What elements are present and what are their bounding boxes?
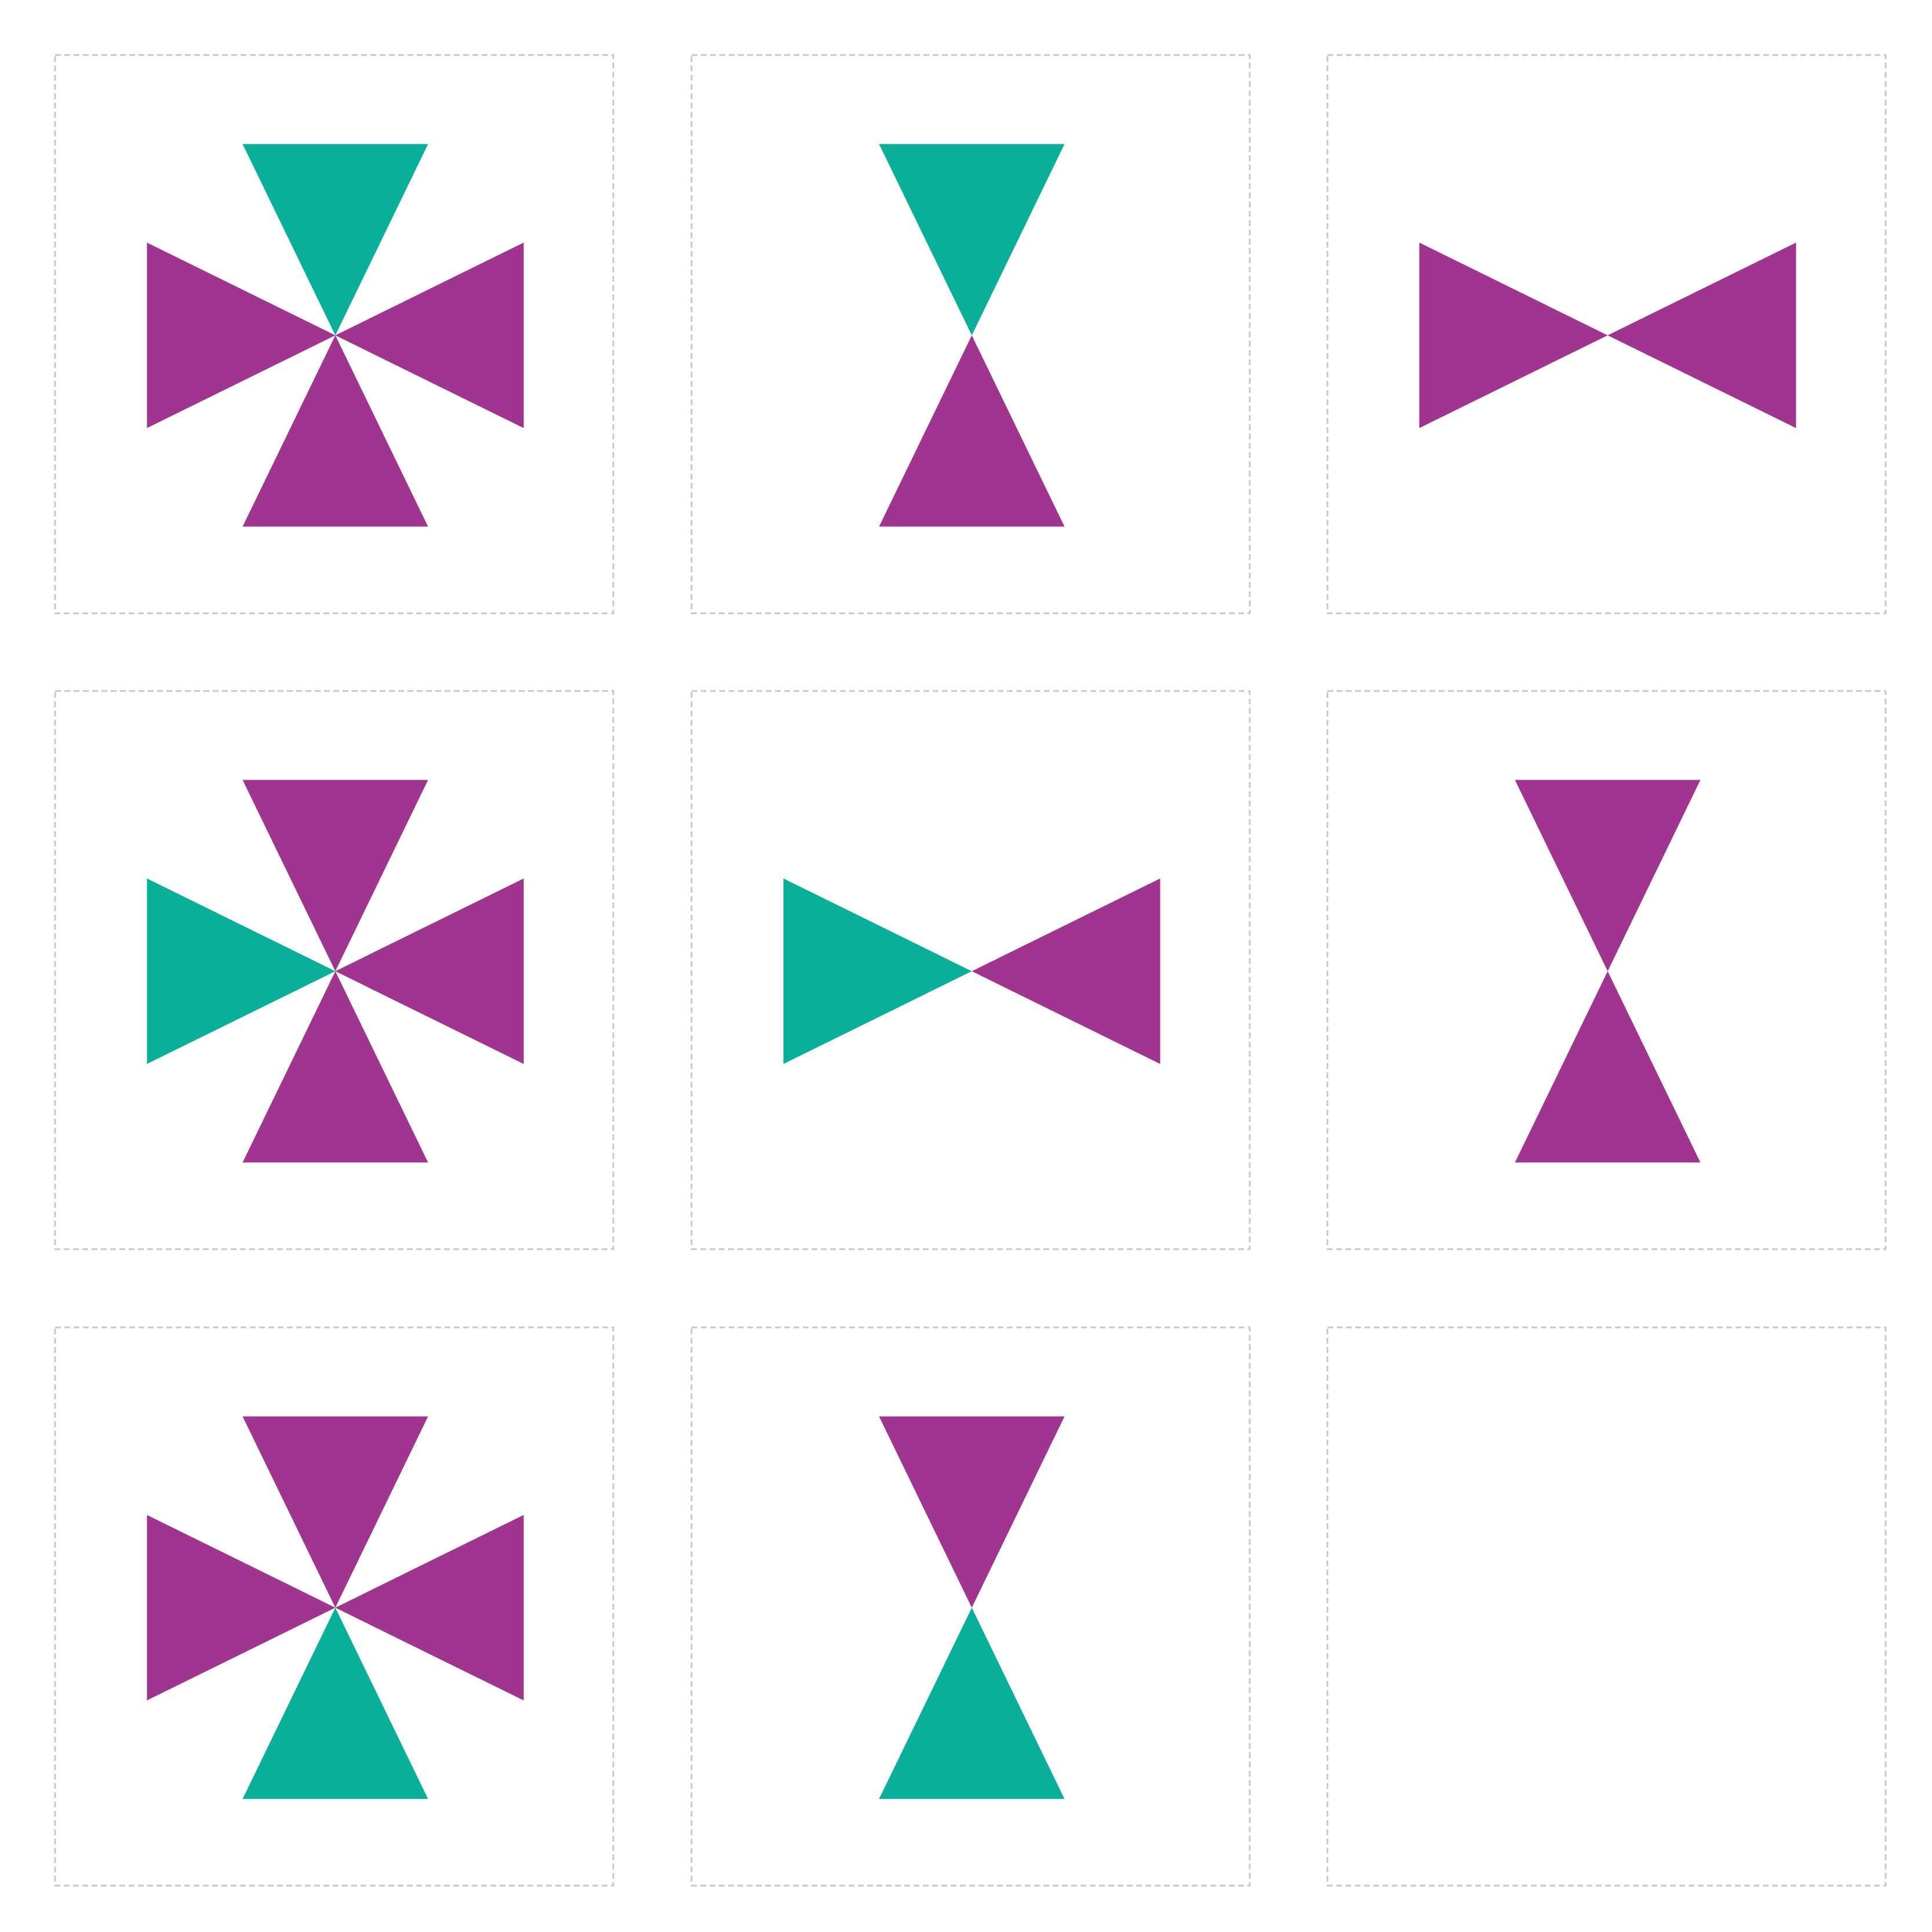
top-triangle-teal	[879, 144, 1065, 336]
puzzle-cell-r1c1	[54, 54, 614, 614]
right-triangle-purple	[1607, 242, 1796, 428]
bottom-triangle-purple	[242, 971, 428, 1163]
cell-frame	[54, 690, 614, 1250]
right-triangle-purple	[335, 1515, 524, 1701]
bottom-triangle-purple	[242, 335, 428, 527]
puzzle-cell-r2c1	[54, 690, 614, 1250]
left-triangle-teal	[783, 878, 972, 1064]
bottom-triangle-teal	[879, 1607, 1065, 1799]
cell-frame	[1326, 690, 1887, 1250]
left-triangle-teal	[147, 878, 336, 1064]
puzzle-cell-r1c2	[690, 54, 1251, 614]
cell-frame	[54, 54, 614, 614]
top-triangle-purple	[1515, 780, 1701, 972]
missing-answer-cell-frame	[1326, 1326, 1887, 1887]
left-triangle-purple	[147, 1515, 336, 1701]
right-triangle-purple	[335, 242, 524, 428]
cell-frame	[690, 690, 1251, 1250]
bottom-triangle-purple	[879, 335, 1065, 527]
puzzle-cell-r3c1	[54, 1326, 614, 1887]
puzzle-cell-r3c2	[690, 1326, 1251, 1887]
right-triangle-purple	[335, 878, 524, 1064]
cell-frame	[690, 1326, 1251, 1887]
bottom-triangle-teal	[242, 1607, 428, 1799]
cell-frame	[54, 1326, 614, 1887]
top-triangle-purple	[242, 1416, 428, 1608]
top-triangle-teal	[242, 144, 428, 336]
left-triangle-purple	[1419, 242, 1608, 428]
top-triangle-purple	[242, 780, 428, 972]
puzzle-cell-r3c3	[1326, 1326, 1887, 1887]
cell-frame	[1326, 54, 1887, 614]
puzzle-cell-r1c3	[1326, 54, 1887, 614]
top-triangle-purple	[879, 1416, 1065, 1608]
right-triangle-purple	[972, 878, 1160, 1064]
bottom-triangle-purple	[1515, 971, 1701, 1163]
puzzle-cell-r2c3	[1326, 690, 1887, 1250]
cell-frame	[690, 54, 1251, 614]
puzzle-cell-r2c2	[690, 690, 1251, 1250]
left-triangle-purple	[147, 242, 336, 428]
